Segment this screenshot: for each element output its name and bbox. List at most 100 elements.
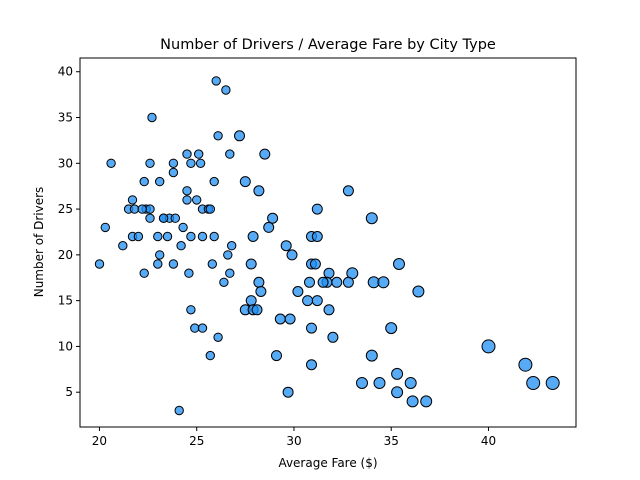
- data-point: [263, 221, 275, 233]
- x-axis-label: Average Fare ($): [278, 456, 377, 470]
- data-point: [227, 241, 237, 251]
- data-point: [545, 376, 560, 390]
- data-point: [342, 185, 354, 197]
- data-point: [311, 295, 323, 307]
- data-point: [412, 285, 425, 298]
- data-point: [197, 323, 208, 333]
- data-point: [106, 158, 116, 169]
- data-point: [145, 204, 155, 214]
- data-points: [94, 76, 560, 416]
- data-point: [365, 349, 378, 362]
- data-point: [267, 212, 279, 224]
- data-point: [182, 186, 192, 196]
- data-point: [186, 158, 196, 169]
- data-point: [155, 250, 165, 260]
- data-point: [356, 377, 368, 389]
- data-point: [309, 258, 321, 270]
- data-point: [225, 268, 235, 278]
- data-point: [155, 176, 165, 187]
- data-point: [168, 158, 179, 169]
- data-point: [153, 231, 163, 242]
- data-point: [158, 213, 169, 223]
- data-point: [186, 231, 196, 242]
- data-point: [94, 259, 105, 269]
- y-tick-label: 15: [58, 294, 73, 308]
- data-point: [205, 204, 216, 214]
- data-point: [190, 323, 200, 333]
- x-tick-label: 25: [189, 434, 204, 448]
- data-point: [211, 76, 221, 86]
- data-point: [182, 149, 192, 159]
- x-tick-label: 30: [286, 434, 301, 448]
- data-point: [259, 148, 271, 160]
- data-point: [280, 240, 292, 252]
- data-point: [182, 195, 192, 205]
- data-point: [317, 276, 329, 288]
- data-point: [147, 112, 157, 123]
- data-point: [170, 213, 181, 223]
- data-point: [306, 359, 317, 371]
- y-axis-ticks: 5 10 15 20 25 30 35 40: [58, 65, 80, 399]
- data-point: [292, 286, 304, 297]
- data-point: [129, 204, 140, 214]
- data-point: [323, 267, 335, 279]
- data-point: [100, 222, 111, 233]
- data-point: [526, 376, 541, 390]
- y-tick-label: 25: [58, 202, 73, 216]
- plot-frame: [79, 57, 577, 428]
- data-point: [331, 276, 343, 288]
- data-point: [194, 149, 204, 159]
- y-tick-label: 20: [58, 248, 73, 262]
- data-point: [186, 305, 196, 315]
- data-point: [225, 149, 235, 159]
- data-point: [139, 268, 149, 278]
- data-point: [245, 295, 257, 307]
- data-point: [213, 131, 223, 141]
- data-point: [207, 259, 218, 269]
- data-point: [168, 259, 179, 269]
- data-point: [327, 331, 339, 343]
- data-point: [306, 322, 317, 334]
- data-point: [118, 241, 128, 251]
- x-tick-label: 20: [92, 434, 107, 448]
- data-point: [127, 195, 138, 205]
- y-tick-label: 35: [58, 111, 73, 125]
- data-point: [393, 258, 405, 270]
- data-point: [145, 213, 155, 223]
- y-tick-label: 40: [58, 65, 73, 79]
- data-point: [133, 231, 144, 242]
- data-point: [145, 158, 155, 169]
- data-point: [209, 231, 219, 242]
- data-point: [255, 286, 267, 297]
- x-tick-label: 35: [384, 434, 399, 448]
- data-point: [213, 332, 223, 342]
- data-point: [365, 212, 378, 225]
- data-point: [245, 258, 257, 270]
- data-point: [282, 386, 294, 398]
- data-point: [162, 231, 173, 242]
- data-point: [311, 203, 323, 215]
- y-tick-label: 30: [58, 156, 73, 170]
- data-point: [271, 350, 282, 362]
- data-point: [304, 276, 315, 288]
- data-point: [168, 167, 179, 178]
- data-point: [373, 377, 386, 389]
- data-point: [274, 313, 286, 325]
- data-point: [197, 231, 208, 242]
- data-point: [518, 357, 533, 372]
- data-point: [184, 268, 194, 278]
- data-point: [253, 185, 265, 197]
- y-axis-label: Number of Drivers: [32, 187, 46, 298]
- data-point: [247, 231, 259, 242]
- data-point: [391, 386, 404, 399]
- data-point: [239, 176, 251, 188]
- data-point: [192, 195, 202, 205]
- x-axis-ticks: 20 25 30 35 40: [92, 427, 496, 448]
- y-tick-label: 10: [58, 339, 73, 353]
- data-point: [377, 276, 390, 289]
- data-point: [251, 304, 263, 316]
- data-point: [176, 241, 186, 251]
- data-point: [420, 395, 433, 408]
- data-point: [153, 259, 163, 269]
